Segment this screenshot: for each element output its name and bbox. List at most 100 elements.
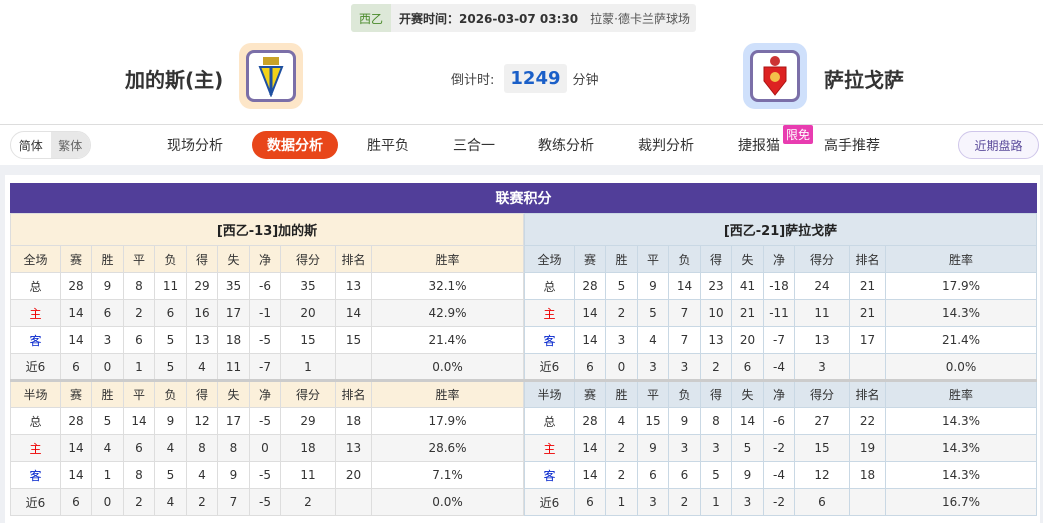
row-label: 客 <box>10 461 61 489</box>
column-header: 平 <box>637 379 669 408</box>
column-header: 胜率 <box>885 245 1037 273</box>
cell: 11 <box>154 272 187 300</box>
cell: 21 <box>849 299 886 327</box>
cell: 17.9% <box>371 407 524 435</box>
column-header: 净 <box>249 245 281 273</box>
countdown-value: 1249 <box>504 64 567 93</box>
cell: 28.6% <box>371 434 524 462</box>
tab-coach-analysis[interactable]: 教练分析 <box>538 138 594 154</box>
cell: 21.4% <box>371 326 524 354</box>
tab-live-analysis[interactable]: 现场分析 <box>167 138 223 154</box>
home-team-name[interactable]: 加的斯(主) <box>125 68 224 92</box>
cell: 1 <box>280 353 336 381</box>
countdown-label: 倒计时: <box>451 73 495 88</box>
countdown: 倒计时: 1249 分钟 <box>451 64 599 93</box>
column-header: 半场 <box>524 379 575 408</box>
tab-expert-picks[interactable]: 高手推荐 <box>824 138 880 154</box>
home-team-logo[interactable] <box>239 43 303 109</box>
cell: 27 <box>794 407 850 435</box>
cell: 5 <box>637 299 669 327</box>
header-row: 全场赛胜平负得失净得分 排名 胜率 <box>10 245 524 273</box>
lang-simplified[interactable]: 简体 <box>18 138 43 153</box>
tab-referee-analysis[interactable]: 裁判分析 <box>638 138 694 154</box>
header-row: 半场赛胜平负得失净得分 排名 胜率 <box>10 379 524 408</box>
column-header: 失 <box>217 245 250 273</box>
cell: 5 <box>154 461 187 489</box>
cell: 5 <box>700 461 732 489</box>
column-header: 净 <box>763 379 795 408</box>
column-header: 平 <box>123 379 155 408</box>
cell: 9 <box>637 272 669 300</box>
cell: -7 <box>763 326 795 354</box>
cell: -1 <box>249 299 281 327</box>
language-toggle[interactable]: 简体 繁体 <box>10 131 91 159</box>
cell: 16 <box>186 299 218 327</box>
cell: -4 <box>763 461 795 489</box>
tab-three-in-one[interactable]: 三合一 <box>453 138 495 154</box>
cell: 6 <box>154 299 187 327</box>
cell: 14 <box>123 407 155 435</box>
recent-handicap-button[interactable]: 近期盘路 <box>958 131 1039 159</box>
free-badge: 限免 <box>783 125 814 144</box>
cell: 2 <box>123 299 155 327</box>
cell: 15 <box>637 407 669 435</box>
column-header: 得分 <box>794 379 850 408</box>
cell: 8 <box>186 434 218 462</box>
table-row: 近6 6 0 2 4 2 7 -5 2 0.0% <box>10 488 524 516</box>
cell: 3 <box>605 326 638 354</box>
away-team-name[interactable]: 萨拉戈萨 <box>824 68 904 92</box>
cell: 14 <box>335 299 372 327</box>
tab-win-draw-lose[interactable]: 胜平负 <box>367 138 409 154</box>
column-header: 净 <box>249 379 281 408</box>
column-header: 得 <box>700 379 732 408</box>
column-header: 赛 <box>574 245 606 273</box>
column-header: 排名 <box>849 245 886 273</box>
cell: 13 <box>335 272 372 300</box>
cell: 21 <box>731 299 764 327</box>
cell: -11 <box>763 299 795 327</box>
row-label: 主 <box>10 434 61 462</box>
cell: 0.0% <box>371 488 524 516</box>
cell: 5 <box>154 353 187 381</box>
cell: -5 <box>249 326 281 354</box>
cell: 35 <box>217 272 250 300</box>
cell: 3 <box>637 488 669 516</box>
column-header: 得分 <box>280 245 336 273</box>
lang-traditional[interactable]: 繁体 <box>50 132 90 158</box>
cell: 2 <box>280 488 336 516</box>
cell: 5 <box>154 326 187 354</box>
cell: 9 <box>217 461 250 489</box>
tab-data-analysis[interactable]: 数据分析 <box>252 131 338 159</box>
cell: 13 <box>700 326 732 354</box>
cell: 6 <box>91 299 124 327</box>
cell: 14 <box>574 461 606 489</box>
column-header: 胜率 <box>371 379 524 408</box>
tab-jiebaomao[interactable]: 捷报猫 <box>738 138 780 154</box>
cell: 3 <box>668 434 701 462</box>
cell: 14.3% <box>885 461 1037 489</box>
away-team-logo[interactable] <box>743 43 807 109</box>
cell: 2 <box>668 488 701 516</box>
cell: 14 <box>731 407 764 435</box>
team-standing-title: [西乙-13]加的斯 <box>10 213 524 246</box>
cell: 8 <box>217 434 250 462</box>
cell: -5 <box>249 407 281 435</box>
cell: -6 <box>249 272 281 300</box>
cell: 42.9% <box>371 299 524 327</box>
column-header: 得分 <box>794 245 850 273</box>
cell <box>335 353 372 381</box>
cell: 2 <box>605 461 638 489</box>
cell: 19 <box>849 434 886 462</box>
cell: 8 <box>700 407 732 435</box>
cell: 14 <box>60 461 92 489</box>
column-header: 胜 <box>605 379 638 408</box>
column-header: 失 <box>731 379 764 408</box>
league-badge[interactable]: 西乙 <box>351 4 391 32</box>
cell: 3 <box>91 326 124 354</box>
cell: 14.3% <box>885 434 1037 462</box>
cell: 5 <box>91 407 124 435</box>
column-header: 胜 <box>605 245 638 273</box>
cell: 5 <box>605 272 638 300</box>
cell: 14.3% <box>885 407 1037 435</box>
cell: 2 <box>123 488 155 516</box>
